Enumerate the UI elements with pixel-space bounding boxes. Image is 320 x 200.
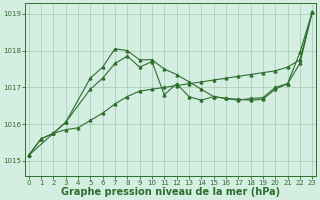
X-axis label: Graphe pression niveau de la mer (hPa): Graphe pression niveau de la mer (hPa) xyxy=(61,187,280,197)
